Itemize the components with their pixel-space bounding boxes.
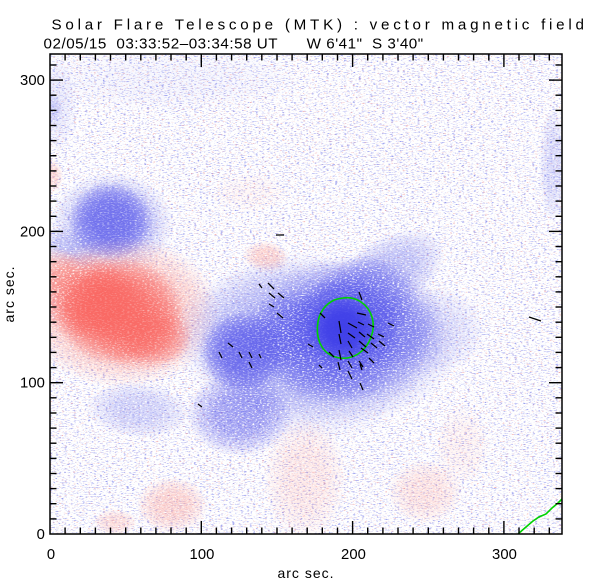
svg-text:300: 300 (20, 73, 45, 89)
svg-text:0: 0 (47, 547, 55, 563)
svg-text:200: 200 (20, 225, 45, 241)
svg-text:Solar Flare Telescope (MTK) :: Solar Flare Telescope (MTK) : vector mag… (52, 17, 588, 34)
svg-text:0: 0 (37, 527, 45, 543)
svg-text:arc sec.: arc sec. (277, 565, 334, 581)
svg-text:200: 200 (341, 547, 366, 563)
svg-text:300: 300 (492, 547, 517, 563)
svg-text:100: 100 (20, 376, 45, 392)
svg-text:100: 100 (190, 547, 215, 563)
svg-text:02/05/15 03:33:52–03:34:58 UT: 02/05/15 03:33:52–03:34:58 UT W 6'41" S … (44, 36, 424, 53)
svg-text:arc sec.: arc sec. (1, 265, 17, 322)
